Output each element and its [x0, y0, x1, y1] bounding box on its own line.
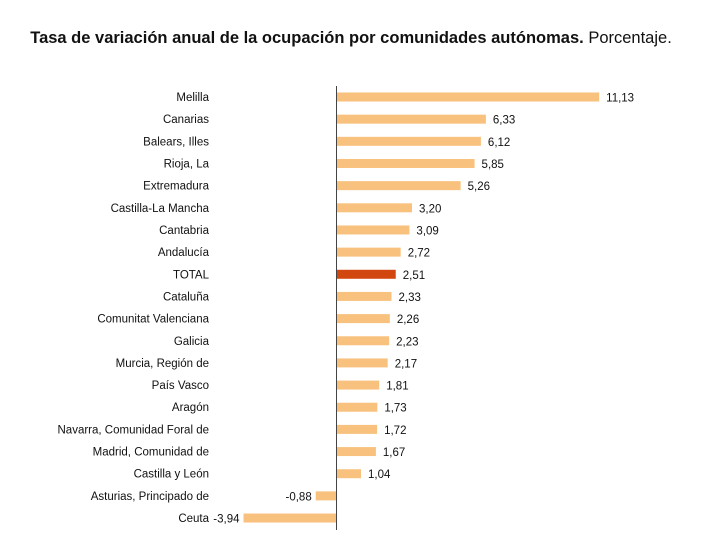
category-label-galicia: Galicia — [174, 336, 210, 348]
value-label-cataluna: 2,33 — [398, 292, 420, 304]
bar-madrid-comunidad-de — [336, 447, 376, 457]
value-label-melilla: 11,13 — [606, 93, 634, 105]
value-label-balears-illes: 6,12 — [488, 137, 510, 149]
value-label-extremadura: 5,26 — [468, 181, 490, 193]
value-label-cantabria: 3,09 — [416, 225, 438, 237]
chart-title-main: Tasa de variación anual de la ocupación … — [30, 29, 584, 47]
category-label-murcia-region-de: Murcia, Región de — [116, 358, 209, 370]
bar-andalucia — [336, 247, 401, 257]
value-label-canarias: 6,33 — [493, 115, 515, 127]
bar-balears-illes — [336, 136, 481, 146]
category-label-balears-illes: Balears, Illes — [143, 136, 209, 148]
category-label-asturias-principado-de: Asturias, Principado de — [91, 491, 209, 503]
value-label-navarra-comunidad-foral-de: 1,72 — [384, 425, 406, 437]
bar-pais-vasco — [336, 380, 380, 390]
value-label-asturias-principado-de: -0,88 — [286, 491, 312, 503]
value-label-ceuta: -3,94 — [213, 514, 240, 526]
category-label-rioja-la: Rioja, La — [164, 158, 210, 170]
bar-galicia — [336, 336, 390, 346]
category-label-navarra-comunidad-foral-de: Navarra, Comunidad Foral de — [58, 424, 210, 436]
bar-rioja-la — [336, 158, 475, 168]
category-label-comunitat-valenciana: Comunitat Valenciana — [97, 314, 209, 326]
bar-total — [336, 269, 396, 279]
category-label-madrid-comunidad-de: Madrid, Comunidad de — [93, 447, 209, 459]
category-label-andalucia: Andalucía — [158, 247, 210, 259]
value-label-total: 2,51 — [403, 270, 425, 282]
value-label-galicia: 2,23 — [396, 336, 418, 348]
category-label-aragon: Aragón — [172, 402, 209, 414]
category-label-ceuta: Ceuta — [178, 513, 209, 525]
bar-asturias-principado-de — [315, 491, 337, 501]
category-label-extremadura: Extremadura — [143, 181, 209, 193]
bar-comunitat-valenciana — [336, 314, 390, 324]
value-label-murcia-region-de: 2,17 — [395, 358, 417, 370]
bar-cantabria — [336, 225, 410, 235]
value-label-comunitat-valenciana: 2,26 — [397, 314, 419, 326]
category-label-castilla-y-leon: Castilla y León — [134, 469, 209, 481]
bar-cataluna — [336, 291, 392, 301]
category-label-cataluna: Cataluña — [163, 291, 210, 303]
value-label-andalucia: 2,72 — [408, 248, 430, 260]
value-label-madrid-comunidad-de: 1,67 — [383, 447, 405, 459]
value-label-aragon: 1,73 — [384, 403, 406, 415]
value-label-pais-vasco: 1,81 — [386, 381, 408, 393]
category-label-canarias: Canarias — [163, 114, 209, 126]
bar-aragon — [336, 402, 378, 412]
category-label-castilla-la-mancha: Castilla-La Mancha — [111, 203, 210, 215]
bar-murcia-region-de — [336, 358, 388, 368]
bar-navarra-comunidad-foral-de — [336, 424, 378, 434]
value-label-castilla-la-mancha: 3,20 — [419, 203, 441, 215]
category-label-cantabria: Cantabria — [159, 225, 209, 237]
bar-castilla-y-leon — [336, 469, 362, 479]
value-label-rioja-la: 5,85 — [482, 159, 504, 171]
chart-subtitle: Porcentaje. — [588, 29, 672, 47]
category-label-melilla: Melilla — [176, 92, 209, 104]
category-label-pais-vasco: País Vasco — [152, 380, 209, 392]
category-label-total: TOTAL — [173, 269, 210, 281]
value-label-castilla-y-leon: 1,04 — [368, 469, 391, 481]
bar-ceuta — [243, 513, 337, 523]
bar-canarias — [336, 114, 486, 124]
bar-melilla — [336, 92, 600, 102]
chart-title: Tasa de variación anual de la ocupación … — [0, 29, 702, 48]
bar-castilla-la-mancha — [336, 203, 413, 213]
bar-extremadura — [336, 181, 461, 191]
